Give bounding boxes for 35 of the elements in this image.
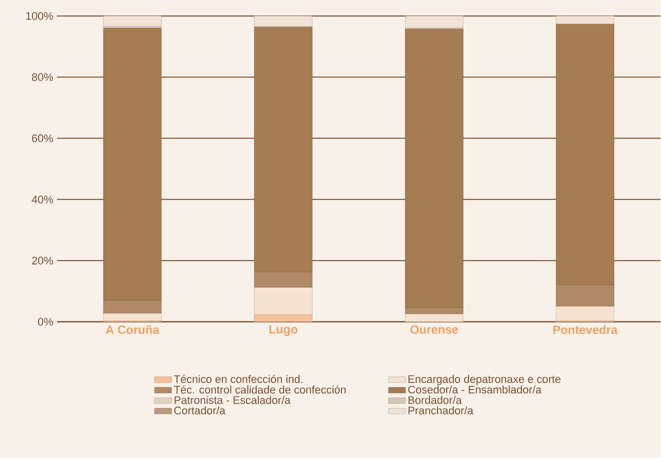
legend-label: Técnico en confección ind. [174,375,302,384]
bar [103,313,162,322]
legend-label: Patronista - Escalador/a [174,396,291,404]
bar [556,306,614,322]
y-tick-label: 40% [32,196,54,204]
bar [254,16,312,27]
y-tick-label: 80% [32,73,54,82]
x-tick-label: A Coruña [106,325,160,334]
bar [405,314,464,322]
bar [556,284,614,306]
bar [254,272,312,288]
bar [103,16,162,27]
bar [556,16,614,24]
bar [556,24,614,286]
y-tick-label: 100% [26,12,54,20]
bar [254,314,312,322]
x-tick-label: Ourense [410,325,458,334]
bar [254,287,312,316]
bar [254,26,312,272]
bar [103,300,162,314]
y-tick-label: 60% [32,134,54,142]
legend-label: Encargado depatronaxe e corte [408,375,561,386]
legend-label: Cosedor/a - Ensamblador/a [408,386,542,394]
bar [103,28,162,300]
bar [405,28,464,308]
y-tick-label: 20% [32,256,54,265]
x-tick-label: Pontevedra [553,325,618,334]
legend-label: Pranchador/a [408,406,474,415]
legend-label: Cortador/a [174,406,226,415]
bar [405,308,464,314]
legend-label: Bordador/a [408,396,462,404]
x-tick-label: Lugo [269,325,298,336]
y-tick-label: 0% [38,318,54,326]
legend-label: Téc. control calidade de confección [174,386,346,394]
bar [405,16,464,28]
